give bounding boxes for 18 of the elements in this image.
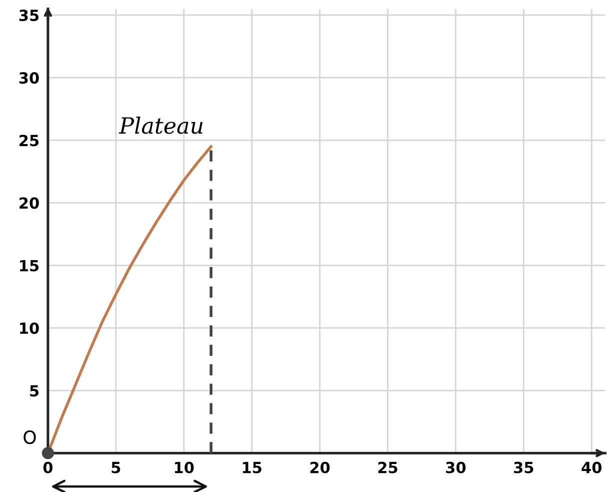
x-tick-label: 35 [514, 462, 534, 474]
y-tick-label: 20 [20, 197, 39, 209]
y-tick-label: 5 [30, 385, 39, 397]
x-tick-label: 30 [446, 462, 466, 474]
y-tick-label: 25 [20, 134, 39, 146]
x-tick-label: 0 [43, 462, 53, 474]
x-tick-label: 15 [242, 462, 262, 474]
y-tick-label: 30 [19, 72, 39, 84]
y-tick-label: 10 [20, 322, 39, 334]
x-tick-label: 5 [112, 462, 120, 474]
annotation: Plateau [118, 116, 203, 134]
x-tick-label: 25 [378, 462, 398, 474]
y-tick-label: 15 [20, 260, 39, 272]
x-tick-label: 20 [310, 462, 330, 474]
annotation: O [24, 430, 36, 444]
x-tick-label: 10 [174, 462, 194, 474]
x-tick-label: 40 [582, 462, 602, 474]
y-tick-label: 35 [19, 10, 39, 22]
